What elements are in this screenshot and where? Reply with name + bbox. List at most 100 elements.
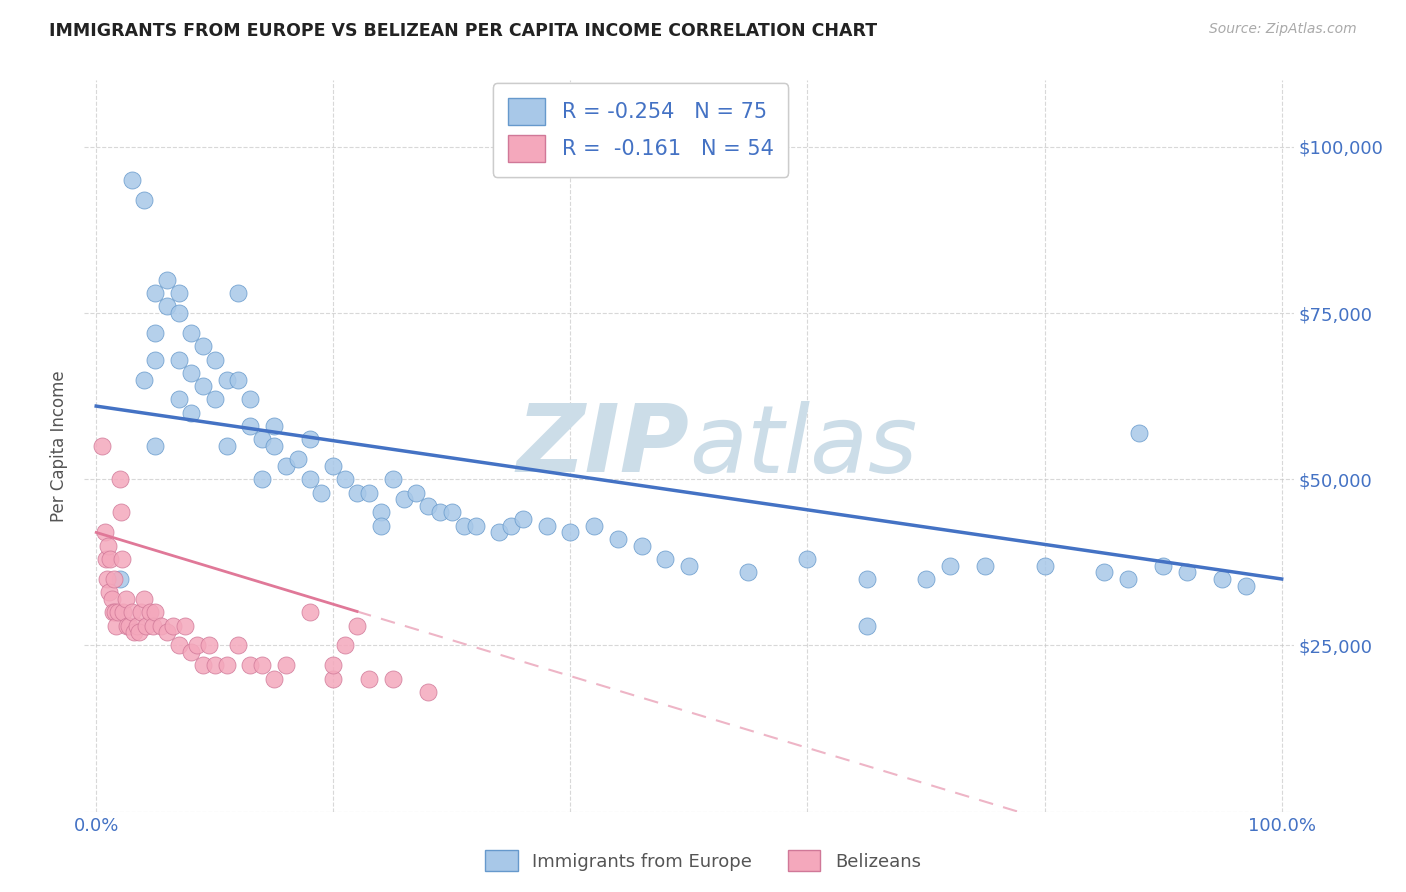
Point [118,618,141,632]
Point [357,485,380,500]
Point [215,658,238,673]
Point [132,193,155,207]
Point [198,639,221,653]
Point [394,492,416,507]
Point [156,273,179,287]
Point [100,552,122,566]
Point [250,658,273,673]
Point [110,506,132,520]
Point [115,618,138,632]
Point [298,433,321,447]
Point [322,672,344,686]
Point [111,552,134,566]
Point [560,525,582,540]
Point [440,506,463,520]
Point [167,286,190,301]
Point [228,372,250,386]
Point [536,518,558,533]
Point [796,552,818,566]
Point [737,566,759,580]
Point [418,685,440,699]
Point [132,591,155,606]
Point [915,572,938,586]
Point [346,618,368,632]
Point [135,618,157,632]
Point [938,558,960,573]
Point [121,605,143,619]
Point [91,439,114,453]
Point [228,286,250,301]
Point [239,419,262,434]
Point [418,499,440,513]
Point [167,392,190,407]
Point [128,625,150,640]
Point [630,539,652,553]
Point [370,518,392,533]
Point [150,618,173,632]
Point [239,392,262,407]
Point [112,605,135,619]
Point [429,506,451,520]
Point [1033,558,1056,573]
Point [204,352,226,367]
Point [1128,425,1150,440]
Point [1211,572,1233,586]
Point [104,605,127,619]
Point [1092,566,1115,580]
Text: IMMIGRANTS FROM EUROPE VS BELIZEAN PER CAPITA INCOME CORRELATION CHART: IMMIGRANTS FROM EUROPE VS BELIZEAN PER C… [49,22,877,40]
Point [108,472,131,486]
Point [274,458,297,473]
Point [145,439,167,453]
Point [333,472,356,486]
Point [453,518,475,533]
Point [186,639,208,653]
Point [263,419,285,434]
Point [678,558,700,573]
Point [346,485,368,500]
Point [204,658,226,673]
Point [180,645,202,659]
Point [105,618,128,632]
Point [100,591,122,606]
Point [191,339,214,353]
Point [180,406,202,420]
Point [115,591,138,606]
Point [94,552,117,566]
Point [1234,579,1257,593]
Point [107,605,129,619]
Point [108,572,131,586]
Point [162,618,184,632]
Point [464,518,486,533]
Point [287,452,309,467]
Point [98,585,121,599]
Point [156,625,179,640]
Point [145,326,167,340]
Point [512,512,534,526]
Point [93,525,115,540]
Point [250,433,273,447]
Point [333,639,356,653]
Point [263,439,285,453]
Point [1116,572,1139,586]
Point [138,605,160,619]
Point [1152,558,1174,573]
Point [122,625,145,640]
Text: ZIP: ZIP [516,400,689,492]
Legend: Immigrants from Europe, Belizeans: Immigrants from Europe, Belizeans [478,843,928,879]
Point [405,485,427,500]
Point [167,352,190,367]
Point [180,366,202,380]
Text: atlas: atlas [689,401,917,491]
Point [501,518,523,533]
Point [132,372,155,386]
Point [145,286,167,301]
Point [167,639,190,653]
Point [174,618,197,632]
Point [1175,566,1198,580]
Text: Source: ZipAtlas.com: Source: ZipAtlas.com [1209,22,1357,37]
Point [167,306,190,320]
Point [583,518,606,533]
Point [357,672,380,686]
Point [180,326,202,340]
Point [855,572,877,586]
